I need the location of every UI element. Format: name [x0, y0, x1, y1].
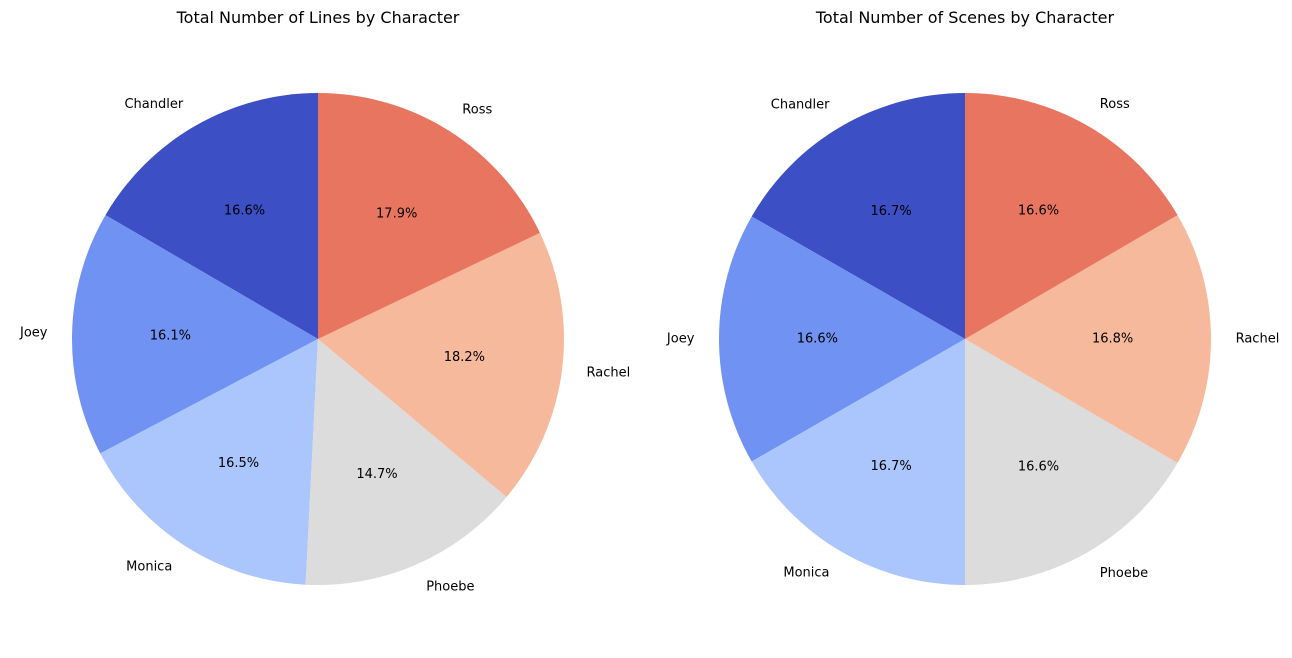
pie-slice-phoebe	[965, 339, 1178, 585]
pie-slice-ross	[965, 93, 1178, 339]
slice-label-rachel: Rachel	[1236, 332, 1280, 347]
pie-slices	[719, 93, 1212, 585]
pie-slices	[71, 93, 564, 586]
slice-label-phoebe: Phoebe	[426, 580, 474, 595]
slice-percent-phoebe: 14.7%	[356, 467, 397, 482]
pie-slice-chandler	[105, 93, 318, 339]
slice-label-monica: Monica	[126, 560, 172, 575]
scenes-pie-chart: Total Number of Scenes by Character Chan…	[666, 8, 1279, 585]
pie-slice-phoebe	[305, 339, 507, 586]
pie-slice-rachel	[318, 232, 564, 497]
pie-slice-monica	[751, 339, 965, 585]
slice-percent-ross: 16.6%	[1018, 204, 1059, 219]
pie-slice-joey	[71, 215, 318, 454]
slice-label-phoebe: Phoebe	[1100, 566, 1148, 581]
pie-slice-monica	[100, 339, 318, 585]
lines-pie-chart: Total Number of Lines by Character Chand…	[19, 8, 630, 595]
slice-percent-chandler: 16.6%	[224, 204, 265, 219]
slice-percent-chandler: 16.7%	[870, 204, 911, 219]
slice-label-joey: Joey	[666, 332, 695, 347]
chart-title: Total Number of Lines by Character	[176, 8, 460, 27]
slice-label-chandler: Chandler	[124, 97, 183, 112]
slice-percent-rachel: 16.8%	[1092, 332, 1133, 347]
slice-label-chandler: Chandler	[771, 97, 830, 112]
slice-percent-monica: 16.5%	[218, 456, 259, 471]
pie-slice-rachel	[965, 215, 1212, 463]
pie-slice-joey	[719, 216, 965, 462]
slice-label-joey: Joey	[19, 326, 48, 341]
slice-label-ross: Ross	[462, 103, 492, 118]
slice-label-ross: Ross	[1100, 97, 1130, 112]
slice-label-rachel: Rachel	[587, 365, 631, 380]
pie-slice-ross	[318, 93, 540, 339]
slice-percent-monica: 16.7%	[870, 459, 911, 474]
pie-labels: Chandler 16.7% Joey 16.6% Monica 16.7% Phoebe 1…	[666, 97, 1279, 581]
slice-percent-joey: 16.6%	[797, 332, 838, 347]
slice-percent-joey: 16.1%	[150, 328, 191, 343]
chart-title: Total Number of Scenes by Character	[815, 8, 1115, 27]
slice-label-monica: Monica	[783, 566, 829, 581]
slice-percent-ross: 17.9%	[376, 207, 417, 222]
slice-percent-rachel: 18.2%	[444, 350, 485, 365]
pie-labels: Chandler 16.6% Joey 16.1% Monica 16.5% Phoebe 1…	[19, 97, 630, 595]
pie-slice-chandler	[751, 93, 965, 339]
slice-percent-phoebe: 16.6%	[1018, 460, 1059, 475]
